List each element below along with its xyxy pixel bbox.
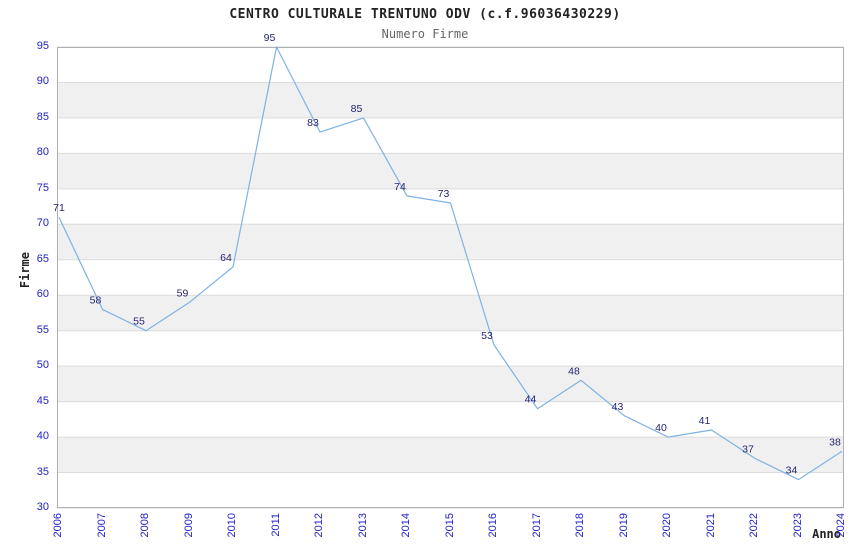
y-tick-label: 40 <box>36 430 49 443</box>
line-chart: 71 58 55 59 64 95 83 85 74 73 53 44 48 43 40 41 37 34 38 <box>53 32 844 509</box>
x-axis-label: Anno <box>812 527 841 541</box>
point-label: 71 <box>53 202 65 214</box>
chart-title: CENTRO CULTURALE TRENTUNO ODV (c.f.96036… <box>229 7 621 22</box>
x-tick-label: 2019 <box>617 513 630 538</box>
point-label: 58 <box>90 294 102 306</box>
point-label: 38 <box>829 436 841 448</box>
grid-band <box>57 153 844 189</box>
x-tick-label: 2020 <box>661 513 673 538</box>
y-tick-label: 55 <box>36 323 49 336</box>
x-tick-label: 2017 <box>530 513 543 538</box>
y-tick-label: 45 <box>36 394 49 407</box>
x-tick-label: 2023 <box>791 513 804 538</box>
point-label: 64 <box>220 252 232 264</box>
x-tick-label: 2014 <box>400 513 412 538</box>
y-tick-label: 90 <box>36 75 49 88</box>
point-label: 55 <box>133 316 145 328</box>
x-tick-label: 2008 <box>139 513 151 538</box>
x-tick-label: 2015 <box>443 513 456 538</box>
point-label: 74 <box>394 181 406 193</box>
y-tick-label: 50 <box>36 359 49 372</box>
x-tick-label: 2007 <box>95 513 108 538</box>
x-tick-label: 2011 <box>269 513 282 537</box>
data-line <box>58 46 843 481</box>
x-tick-label: 2021 <box>704 513 717 538</box>
x-tick-label: 2009 <box>182 513 195 538</box>
point-label: 43 <box>612 401 624 413</box>
point-label: 37 <box>742 443 754 455</box>
point-label: 53 <box>481 330 493 342</box>
x-tick-label: 2010 <box>226 513 238 538</box>
plot-area: 71 58 55 59 64 95 83 85 74 73 53 44 48 43 40 41 37 34 38 <box>53 32 844 509</box>
point-label: 48 <box>568 365 580 377</box>
chart-subtitle: Numero Firme <box>381 27 469 41</box>
x-tick-label: 2006 <box>52 513 64 538</box>
y-tick-label: 80 <box>36 146 49 159</box>
point-label: 34 <box>786 465 798 477</box>
y-tick-label: 30 <box>36 501 49 513</box>
grid-band <box>57 295 844 331</box>
x-tick-label: 2016 <box>487 513 499 538</box>
plot-border <box>57 47 844 508</box>
x-tick-label: 2012 <box>313 513 325 538</box>
x-tick-label: 2018 <box>574 513 586 538</box>
point-label: 41 <box>699 415 711 427</box>
point-label: 85 <box>351 103 363 115</box>
y-tick-label: 85 <box>36 110 49 123</box>
grid-band <box>57 437 844 473</box>
point-label: 73 <box>438 188 450 200</box>
y-tick-label: 95 <box>36 40 49 52</box>
point-label: 40 <box>655 422 667 434</box>
grid-band <box>57 366 844 402</box>
x-tick-label: 2024 <box>835 513 847 538</box>
y-tick-label: 65 <box>36 252 49 265</box>
y-tick-label: 75 <box>36 181 49 194</box>
point-label: 95 <box>264 32 276 44</box>
point-label: 83 <box>307 117 319 129</box>
x-tick-label: 2022 <box>748 513 760 538</box>
point-label: 44 <box>525 394 537 406</box>
y-tick-label: 60 <box>36 288 49 301</box>
y-tick-label: 70 <box>36 217 49 230</box>
y-tick-label: 35 <box>36 465 49 478</box>
grid-band <box>57 224 844 260</box>
x-tick-label: 2013 <box>356 513 369 538</box>
grid-band <box>57 82 844 118</box>
point-label: 59 <box>177 287 189 299</box>
